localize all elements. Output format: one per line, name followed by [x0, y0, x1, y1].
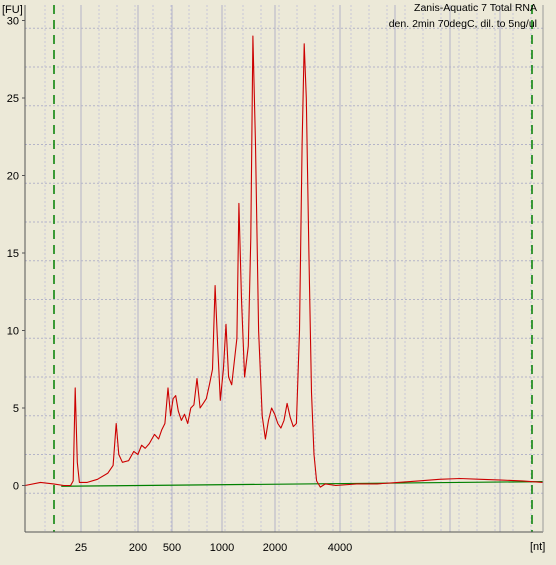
- x-tick-label: 4000: [328, 542, 352, 554]
- x-tick-labels: 25 200 500 1000 2000 4000: [75, 542, 352, 554]
- marker-lines: [53, 5, 533, 532]
- grid: [25, 5, 543, 533]
- y-axis-label: [FU]: [2, 4, 23, 16]
- chart-subtitle: den. 2min 70degC, dil. to 5ng/ul: [389, 18, 537, 30]
- y-tick-label: 25: [7, 93, 19, 105]
- chart-title: Zanis-Aquatic 7 Total RNA: [414, 2, 537, 14]
- x-tick-label: 25: [75, 542, 87, 554]
- x-tick-label: 500: [163, 542, 181, 554]
- trace-line: [24, 35, 544, 488]
- fluorescence-trace: [24, 35, 544, 488]
- x-tick-label: 200: [129, 542, 147, 554]
- y-tick-label: 30: [7, 16, 19, 28]
- axes: [24, 5, 544, 533]
- baseline-trace: [61, 481, 544, 487]
- y-tick-label: 10: [7, 326, 19, 338]
- x-axis-label: [nt]: [530, 541, 545, 553]
- plot-area: [25, 5, 543, 532]
- y-tick-label: 20: [7, 171, 19, 183]
- x-tick-label: 1000: [210, 542, 234, 554]
- y-tick-label: 0: [13, 481, 19, 493]
- y-tick-label: 15: [7, 248, 19, 260]
- y-tick-labels: 0 5 10 15 20 25 30: [7, 16, 25, 493]
- y-tick-label: 5: [13, 403, 19, 415]
- x-tick-label: 2000: [263, 542, 287, 554]
- baseline-line: [61, 481, 544, 487]
